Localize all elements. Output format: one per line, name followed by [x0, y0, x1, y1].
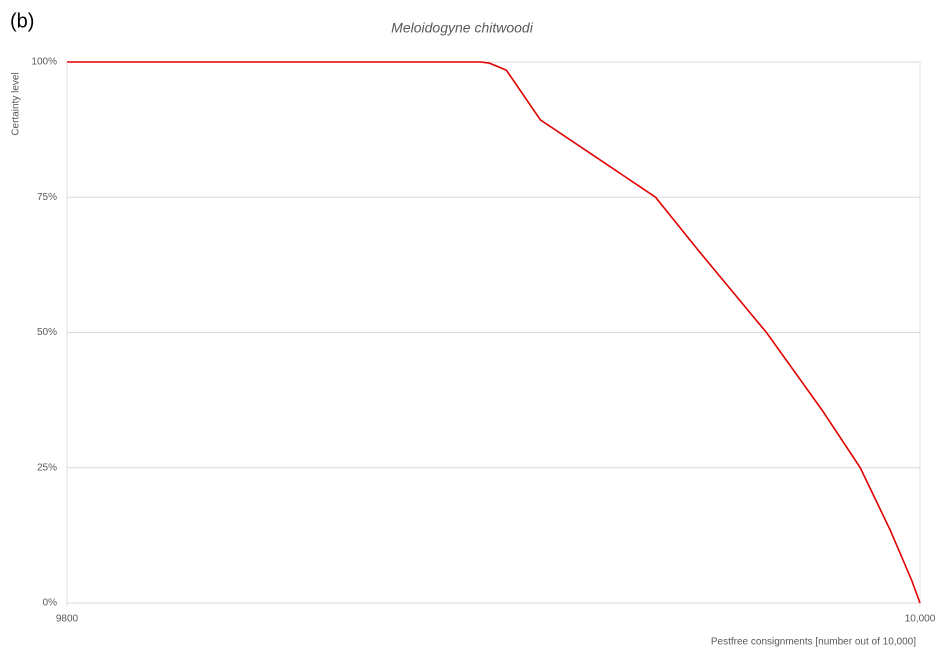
y-tick-label: 100%	[31, 57, 57, 68]
x-tick-label: 9800	[56, 614, 79, 625]
x-axis-label: Pestfree consignments [number out of 10,…	[711, 637, 916, 648]
y-tick-label: 0%	[43, 598, 58, 609]
data-line	[67, 61, 921, 604]
x-tick-label: 10,000	[905, 614, 936, 625]
y-tick-label: 50%	[37, 327, 57, 338]
chart-title: Meloidogyne chitwoodi	[391, 20, 534, 36]
y-tick-label: 75%	[37, 192, 57, 203]
y-tick-label: 25%	[37, 462, 57, 473]
y-axis-label: Certainty level	[11, 72, 22, 135]
panel-label: (b)	[10, 10, 34, 32]
